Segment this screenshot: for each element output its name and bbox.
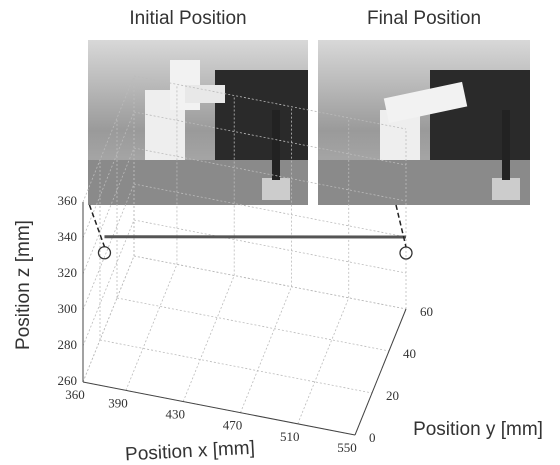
- grid-line: [126, 264, 177, 390]
- x-tick-label: 360: [65, 387, 85, 402]
- y-axis-label: Position y [mm]: [413, 419, 543, 440]
- grid-line: [83, 256, 134, 382]
- x-tick-label: 430: [165, 407, 185, 422]
- x-tick-label: 390: [108, 395, 128, 410]
- axis-line: [355, 309, 406, 435]
- photo-final: [318, 40, 530, 205]
- z-tick-label: 300: [58, 301, 78, 316]
- grid-line: [183, 276, 234, 402]
- x-tick-label: 510: [280, 429, 300, 444]
- x-axis-label: Position x [mm]: [125, 438, 256, 465]
- figure: Initial Position Final Position Position…: [0, 0, 560, 465]
- z-tick-label: 320: [58, 265, 78, 280]
- y-tick-label: 60: [420, 304, 433, 319]
- grid-line: [134, 220, 406, 273]
- grid-line: [100, 340, 372, 393]
- grid-line: [298, 298, 349, 424]
- leader-line: [396, 205, 406, 247]
- y-tick-label: 40: [403, 346, 416, 361]
- z-tick-label: 280: [58, 337, 78, 352]
- grid-line: [134, 256, 406, 309]
- panel-title: Final Position: [367, 8, 481, 29]
- grid-line: [240, 287, 291, 413]
- y-tick-label: 20: [386, 388, 399, 403]
- x-tick-label: 550: [337, 440, 357, 455]
- x-tick-label: 470: [223, 418, 243, 433]
- grid-line: [117, 298, 389, 351]
- grid-line: [83, 220, 134, 346]
- panel-title: Initial Position: [129, 8, 246, 29]
- z-tick-label: 340: [58, 229, 78, 244]
- z-axis-label: Position z [mm]: [13, 220, 34, 350]
- y-tick-label: 0: [369, 430, 376, 445]
- z-tick-label: 360: [58, 193, 78, 208]
- z-tick-label: 260: [58, 373, 78, 388]
